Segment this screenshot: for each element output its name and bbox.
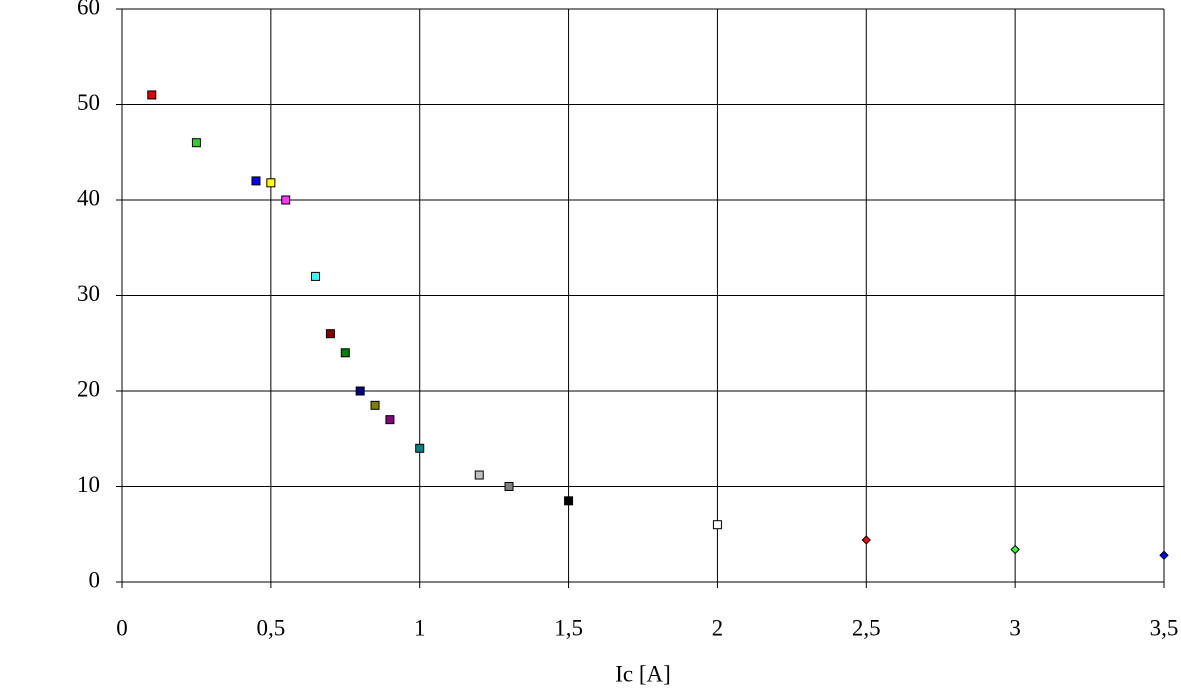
point — [147, 90, 157, 100]
y-tick-label: 10 — [77, 472, 100, 497]
point — [712, 520, 722, 530]
point — [355, 386, 365, 396]
y-tick-label: 50 — [77, 90, 100, 115]
point — [251, 176, 261, 186]
point — [191, 138, 201, 148]
point — [385, 415, 395, 425]
y-tick-label: 30 — [77, 281, 100, 306]
point — [504, 482, 514, 491]
x-tick-label: 2,5 — [852, 615, 881, 640]
point — [370, 400, 380, 410]
point — [266, 178, 276, 188]
x-tick-label: 2 — [712, 615, 724, 640]
x-tick-label: 3,5 — [1150, 615, 1179, 640]
x-tick-label: 0,5 — [256, 615, 285, 640]
point — [325, 329, 335, 339]
point — [311, 271, 321, 281]
y-tick-label: 60 — [77, 0, 100, 19]
point — [1159, 550, 1169, 560]
point — [1010, 544, 1020, 555]
point — [861, 535, 871, 545]
x-tick-label: 0 — [116, 615, 128, 640]
point — [281, 195, 291, 205]
point — [340, 348, 350, 358]
point — [564, 496, 574, 506]
y-tick-label: 0 — [89, 567, 101, 592]
x-tick-label: 3 — [1009, 615, 1021, 640]
x-tick-label: 1 — [414, 615, 426, 640]
y-tick-label: 40 — [77, 185, 100, 210]
x-tick-label: 1,5 — [554, 615, 583, 640]
x-axis-label: Ic [A] — [615, 661, 671, 686]
point — [415, 443, 425, 453]
point — [474, 470, 484, 480]
y-tick-label: 20 — [77, 376, 100, 401]
